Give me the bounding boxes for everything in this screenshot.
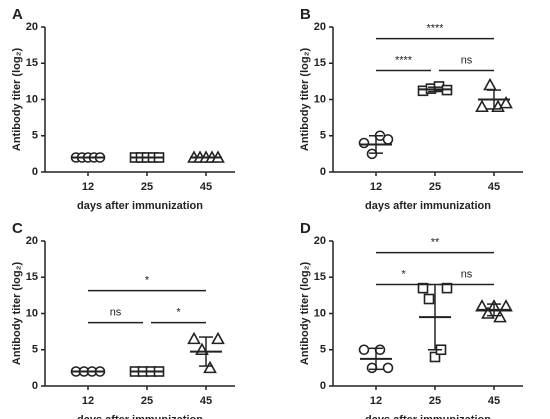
x-axis-label: days after immunization xyxy=(77,414,203,419)
y-tick-label: 5 xyxy=(32,344,38,356)
point xyxy=(358,137,370,149)
y-tick-label: 10 xyxy=(26,307,38,319)
y-tick-label: 5 xyxy=(32,130,38,142)
y-tick-label: 15 xyxy=(314,57,326,69)
point xyxy=(441,282,453,294)
y-tick-label: 10 xyxy=(314,93,326,105)
y-tick-label: 10 xyxy=(314,307,326,319)
y-tick-label: 5 xyxy=(320,130,326,142)
x-tick-label: 25 xyxy=(429,181,441,193)
significance-label: ns xyxy=(110,306,122,318)
x-tick-label: 25 xyxy=(141,181,153,193)
y-tick-label: 0 xyxy=(320,166,326,178)
y-tick-label: 15 xyxy=(26,271,38,283)
point xyxy=(475,99,489,113)
significance-label: ns xyxy=(461,54,473,66)
y-tick-label: 0 xyxy=(32,380,38,392)
y-tick-label: 15 xyxy=(26,57,38,69)
x-tick-label: 45 xyxy=(200,395,212,407)
x-axis-label: days after immunization xyxy=(77,200,203,212)
x-tick-label: 12 xyxy=(370,181,382,193)
significance-label: * xyxy=(401,268,406,280)
point xyxy=(382,134,394,145)
y-tick-label: 20 xyxy=(26,235,38,247)
y-tick-label: 5 xyxy=(320,344,326,356)
panel-title: C xyxy=(12,220,23,237)
x-tick-label: 25 xyxy=(429,395,441,407)
point xyxy=(203,360,217,374)
point xyxy=(423,293,435,305)
point xyxy=(493,309,507,323)
significance-label: * xyxy=(145,275,150,287)
x-axis-label: days after immunization xyxy=(365,414,491,419)
x-tick-label: 45 xyxy=(488,395,500,407)
point xyxy=(499,95,513,109)
point xyxy=(374,344,386,356)
significance-label: ** xyxy=(431,237,440,249)
panel-title: D xyxy=(300,220,311,237)
y-tick-label: 20 xyxy=(26,21,38,33)
significance-label: **** xyxy=(426,23,444,35)
significance-label: ns xyxy=(461,268,473,280)
point xyxy=(358,344,370,356)
point xyxy=(187,331,201,345)
point xyxy=(429,351,441,363)
significance-label: **** xyxy=(395,54,413,66)
x-tick-label: 12 xyxy=(370,395,382,407)
y-tick-label: 20 xyxy=(314,21,326,33)
y-axis-label: Antibody titer (log₂) xyxy=(11,48,23,152)
point xyxy=(366,362,378,374)
panel-title: A xyxy=(12,6,23,23)
significance-label: * xyxy=(176,306,181,318)
x-tick-label: 45 xyxy=(488,181,500,193)
y-tick-label: 0 xyxy=(32,166,38,178)
y-tick-label: 10 xyxy=(26,93,38,105)
y-tick-label: 20 xyxy=(314,235,326,247)
point xyxy=(417,282,429,294)
x-tick-label: 25 xyxy=(141,395,153,407)
point xyxy=(382,362,394,374)
y-axis-label: Antibody titer (log₂) xyxy=(299,48,311,152)
x-tick-label: 45 xyxy=(200,181,212,193)
panel-title: B xyxy=(300,6,311,23)
x-axis-label: days after immunization xyxy=(365,200,491,212)
y-axis-label: Antibody titer (log₂) xyxy=(299,262,311,366)
y-axis-label: Antibody titer (log₂) xyxy=(11,262,23,366)
y-tick-label: 0 xyxy=(320,380,326,392)
point xyxy=(483,77,497,91)
x-tick-label: 12 xyxy=(82,181,94,193)
y-tick-label: 15 xyxy=(314,271,326,283)
point xyxy=(211,331,225,345)
x-tick-label: 12 xyxy=(82,395,94,407)
